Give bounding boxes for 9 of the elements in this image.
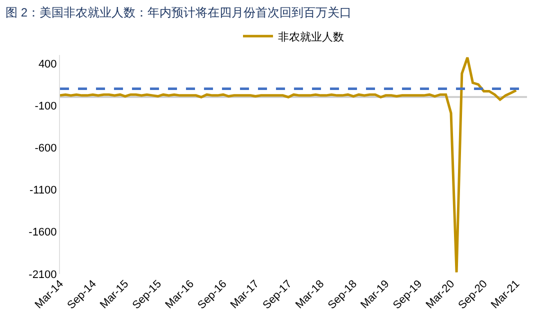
- legend-label: 非农就业人数: [278, 30, 344, 44]
- y-tick-label: -1600: [28, 226, 57, 239]
- y-tick-label: -100: [34, 100, 57, 112]
- line-series: [60, 56, 518, 274]
- chart-title: 图 2：美国非农就业人数：年内预计将在四月份首次回到百万关口: [6, 6, 352, 20]
- y-tick-label: -2100: [28, 268, 57, 281]
- y-tick-label: -1100: [29, 184, 57, 197]
- y-tick-label: -600: [34, 142, 57, 154]
- y-tick-label: 400: [38, 58, 57, 70]
